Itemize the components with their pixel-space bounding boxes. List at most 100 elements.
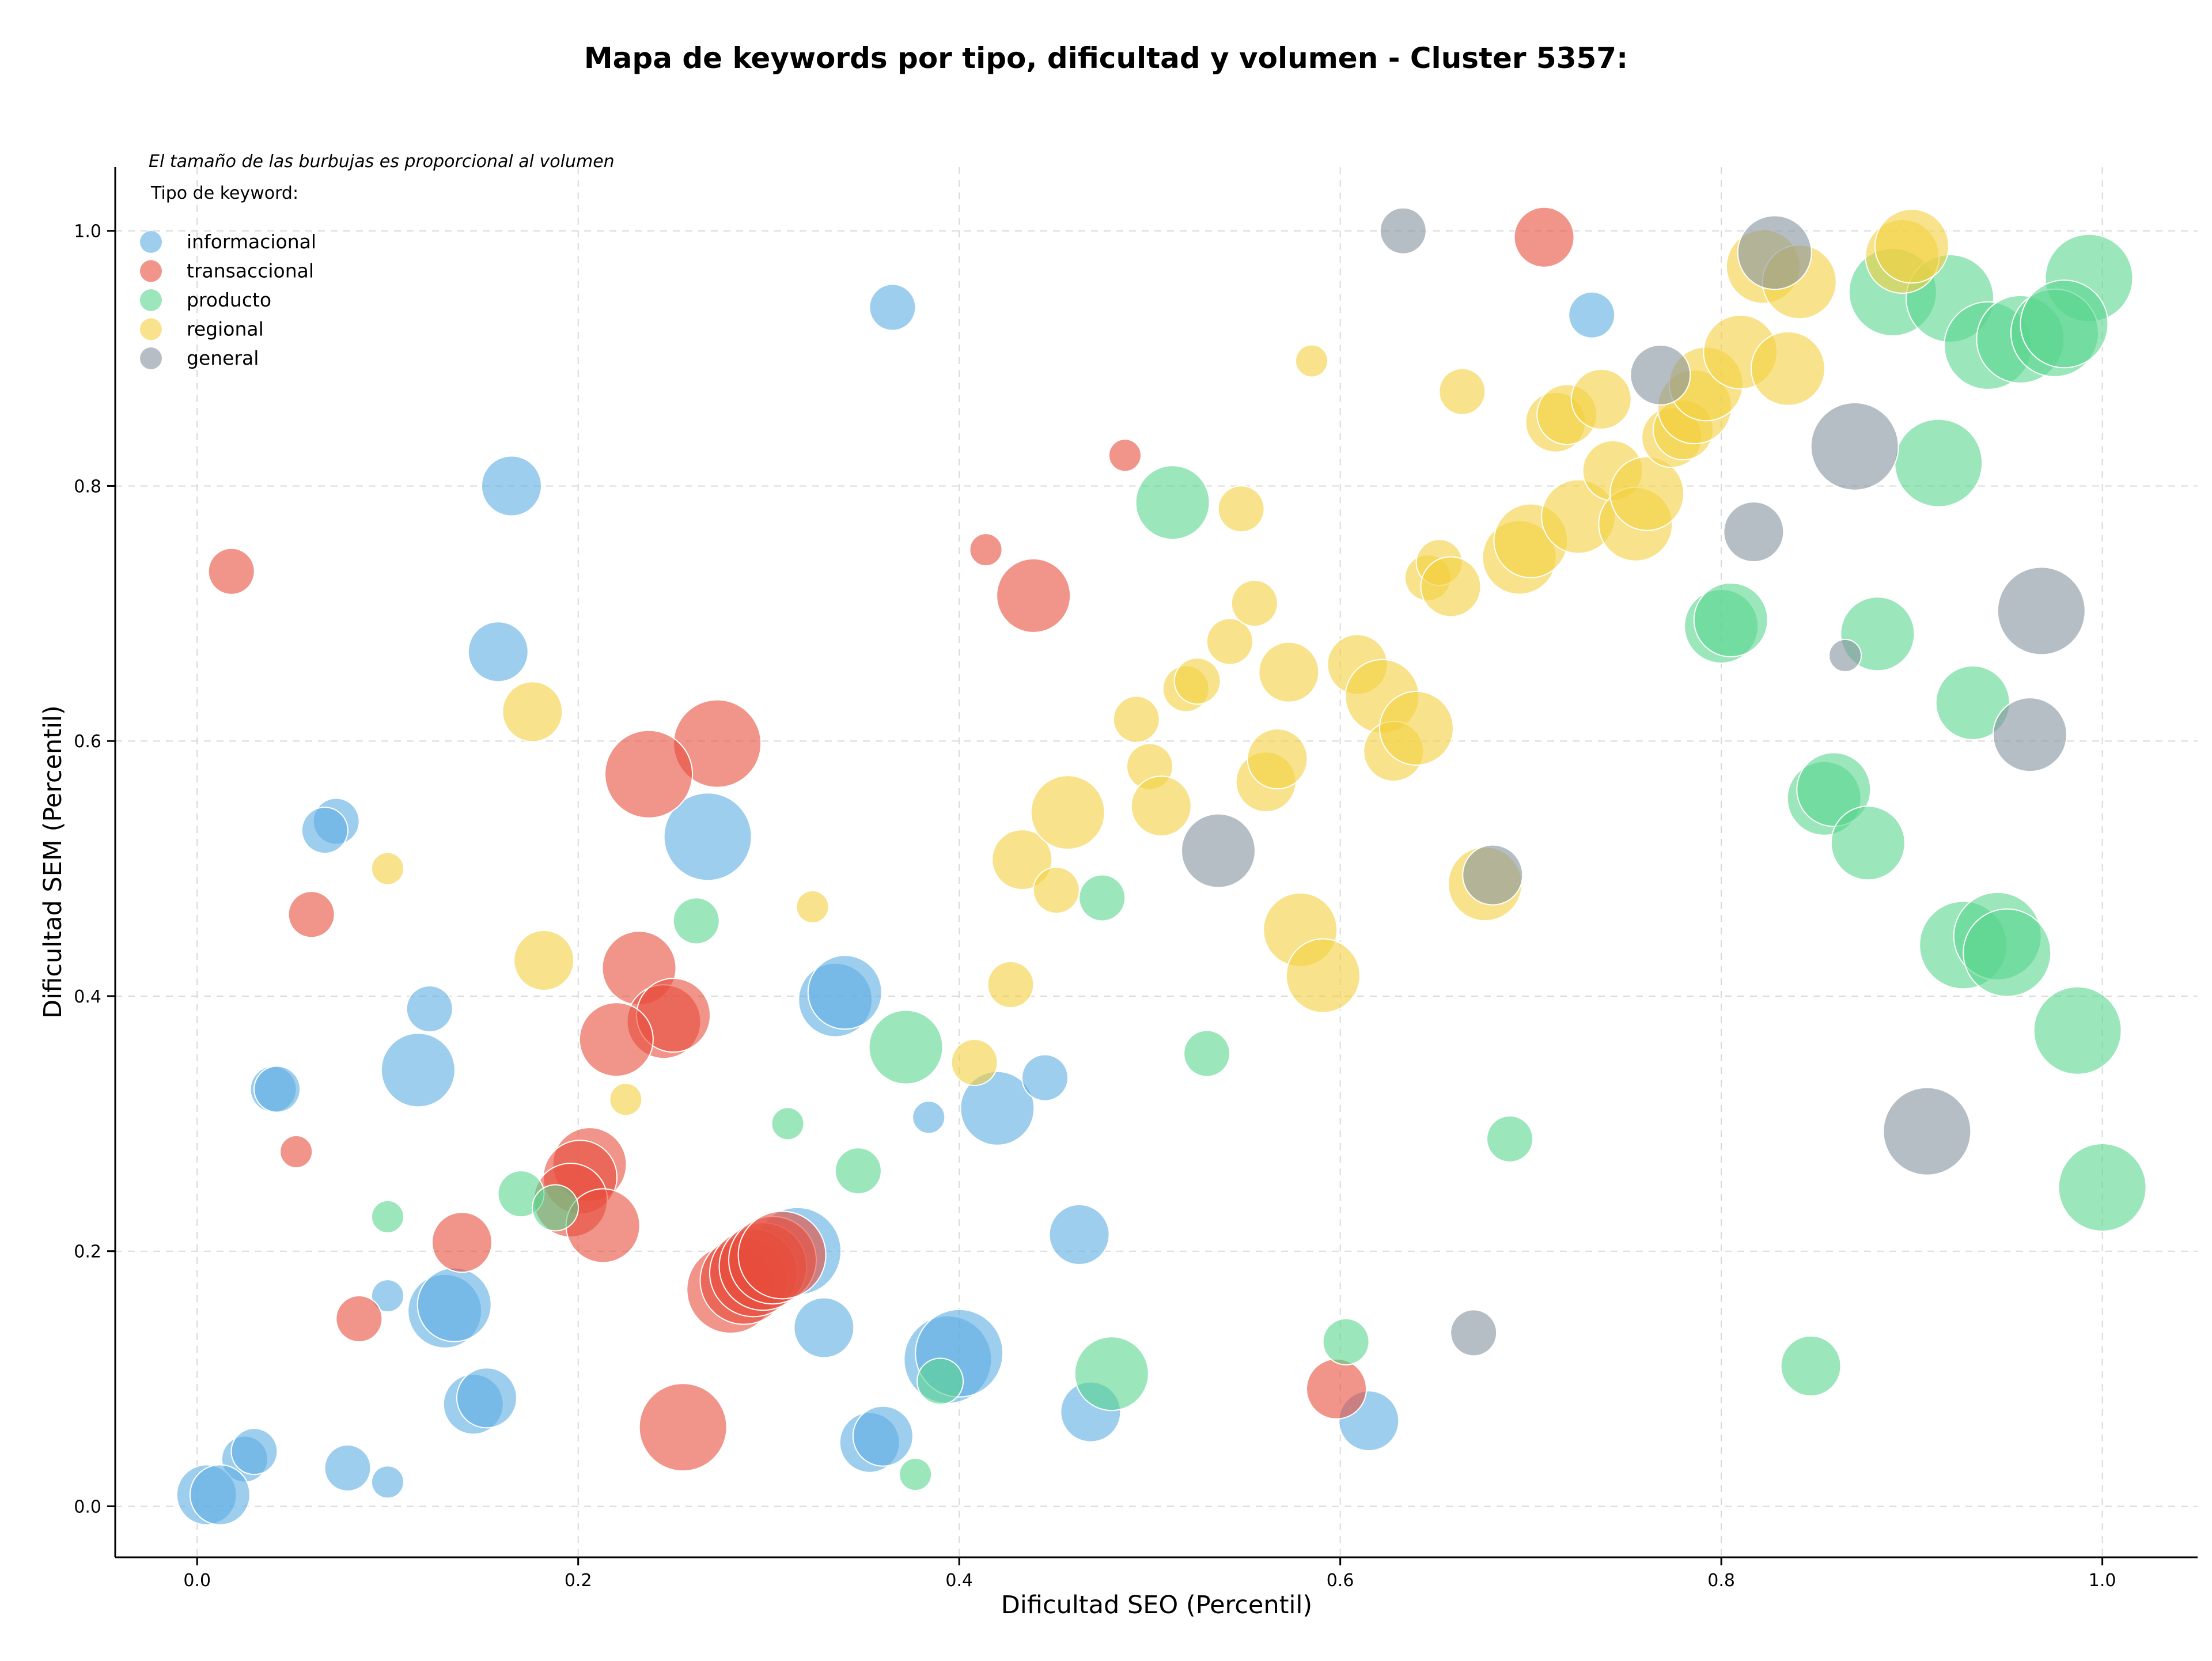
bubble-regional [1112,695,1160,743]
bubble-producto [1693,582,1768,657]
y-tick-label: 0.8 [74,476,101,497]
bubble-informacional [416,1267,492,1342]
bubble-regional [1420,556,1482,618]
bubble-general [1180,813,1256,888]
bubble-general [1997,566,2086,656]
bubble-layer [176,206,2147,1526]
bubble-informacional [467,621,529,683]
bubble-general [1828,638,1862,672]
x-tick-label: 0.2 [565,1571,592,1591]
bubble-transaccional [287,891,335,939]
bubble-transaccional [207,547,255,595]
bubble-transaccional [638,1383,728,1472]
legend-title: Tipo de keyword: [150,183,298,203]
series-general [1180,207,2086,1357]
bubble-regional [1130,775,1192,837]
bubble-regional [1295,344,1329,378]
bubble-informacional [852,1405,914,1467]
bubble-transaccional [1513,206,1575,268]
bubble-size-note: El tamaño de las burbujas es proporciona… [149,152,615,172]
bubble-producto [834,1147,882,1195]
legend-label-transaccional: transaccional [187,260,314,282]
bubble-informacional [406,985,453,1033]
x-tick-label: 1.0 [2089,1571,2116,1591]
bubble-producto [868,1009,944,1085]
bubble-producto [1074,1336,1149,1412]
bubble-producto [1780,1335,1842,1397]
bubble-regional [502,681,563,743]
x-tick-label: 0.4 [945,1571,973,1591]
bubble-regional [1570,368,1632,430]
bubble-regional [1285,938,1361,1013]
y-tick-label: 0.6 [74,732,101,752]
legend-label-general: general [187,347,259,369]
bubble-producto [1830,805,1906,881]
bubble-regional [1378,691,1454,766]
legend-marker-producto [140,289,162,311]
bubble-informacional [912,1100,946,1134]
series-informacional [176,283,1616,1526]
x-tick-label: 0.8 [1707,1571,1735,1591]
bubble-regional [987,961,1035,1009]
bubble-producto [370,1200,404,1234]
bubble-informacional [253,1065,301,1113]
bubble-producto [2020,279,2109,369]
bubble-regional [950,1039,998,1087]
x-tick-label: 0.0 [183,1571,211,1591]
bubble-transaccional [737,1210,827,1300]
bubble-general [1630,344,1691,406]
legend-marker-transaccional [140,260,162,282]
bubble-regional [1438,368,1486,415]
x-axis-ticks: 0.0 0.2 0.4 0.6 0.8 1.0 [183,1557,2116,1591]
bubble-regional [370,852,404,886]
bubble-transaccional [279,1135,313,1169]
bubble-informacional [380,1032,456,1108]
bubble-informacional [1048,1204,1110,1265]
legend-marker-regional [140,318,162,340]
bubble-producto [2033,986,2122,1075]
bubble-transaccional [604,729,694,819]
bubble-producto [1135,465,1210,540]
bubble-informacional [793,1297,855,1359]
bubble-producto [1894,418,1983,508]
bubble-general [1379,207,1427,255]
bubble-transaccional [969,533,1003,567]
bubble-regional [1217,485,1265,533]
bubble-regional [1173,657,1221,705]
bubble-general [1737,215,1812,290]
bubble-regional [1230,580,1278,627]
bubble-transaccional [335,1295,383,1343]
bubble-producto [532,1184,579,1232]
bubble-informacional [960,1070,1035,1146]
bubble-regional [1206,618,1253,665]
bubble-transaccional [578,1002,654,1077]
bubble-regional [1258,641,1320,703]
bubble-producto [1963,908,2052,997]
bubble-informacional [370,1279,404,1313]
legend-marker-informacional [140,231,162,253]
bubble-general [1723,501,1785,563]
x-tick-label: 0.6 [1327,1571,1354,1591]
y-axis-label: Dificultad SEM (Percentil) [39,705,67,1019]
bubble-informacional [480,455,542,517]
bubble-informacional [1021,1054,1069,1102]
bubble-transaccional [1306,1358,1368,1420]
bubble-transaccional [431,1212,493,1273]
series-transaccional [207,206,1575,1472]
bubble-informacional [807,955,882,1030]
bubble-informacional [301,807,349,854]
bubble-regional [1750,331,1825,406]
bubble-producto [1183,1030,1231,1077]
bubble-informacional [456,1367,517,1429]
bubble-regional [1030,775,1105,850]
bubble-regional [1609,456,1685,531]
chart-title: Mapa de keywords por tipo, dificultad y … [584,41,1628,75]
bubble-general [1810,402,1899,491]
bubble-regional [609,1083,643,1117]
y-tick-label: 1.0 [74,222,101,242]
bubble-transaccional [1108,438,1142,472]
bubble-producto [1078,874,1126,922]
x-axis-label: Dificultad SEO (Percentil) [1001,1591,1312,1620]
legend: informacional transaccional producto region… [140,230,316,369]
